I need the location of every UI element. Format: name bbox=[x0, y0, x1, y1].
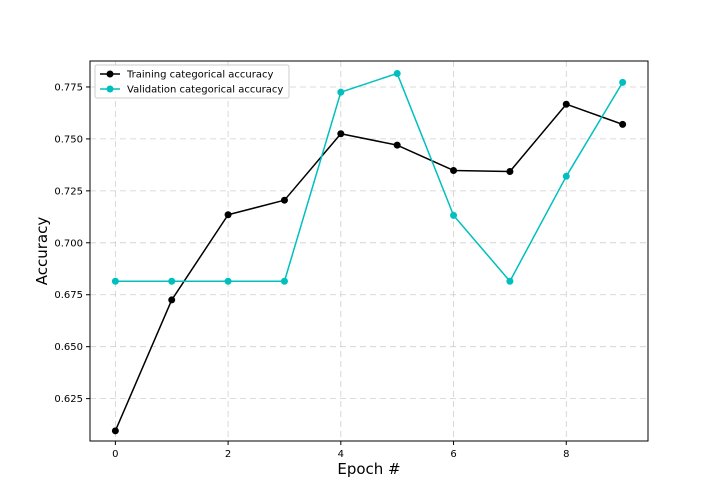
data-point bbox=[562, 172, 570, 180]
y-tick-label: 0.700 bbox=[54, 238, 83, 249]
series-training bbox=[111, 100, 627, 435]
data-point bbox=[224, 277, 232, 285]
x-tick-label: 2 bbox=[225, 449, 231, 460]
data-point bbox=[562, 100, 570, 108]
data-point bbox=[337, 130, 345, 138]
legend-marker bbox=[106, 70, 114, 78]
y-axis-label: Accuracy bbox=[33, 217, 51, 286]
series-validation bbox=[111, 69, 627, 285]
data-point bbox=[393, 69, 401, 77]
data-point bbox=[506, 168, 514, 176]
data-point bbox=[280, 277, 288, 285]
legend-label: Training categorical accuracy bbox=[126, 70, 273, 81]
data-point bbox=[450, 166, 458, 174]
y-tick-label: 0.775 bbox=[54, 82, 83, 93]
y-tick-label: 0.650 bbox=[54, 342, 83, 353]
data-point bbox=[337, 88, 345, 96]
y-tick-label: 0.725 bbox=[54, 186, 83, 197]
series-layer bbox=[111, 69, 627, 435]
legend-box bbox=[94, 64, 290, 99]
data-point bbox=[619, 78, 627, 86]
x-tick-label: 0 bbox=[112, 449, 118, 460]
legend: Training categorical accuracy Validation … bbox=[94, 64, 290, 99]
legend-entry: Validation categorical accuracy bbox=[100, 85, 283, 96]
y-tick-label: 0.750 bbox=[54, 134, 83, 145]
x-tick-label: 8 bbox=[563, 449, 569, 460]
plot-frame bbox=[89, 60, 649, 442]
legend-entry: Training categorical accuracy bbox=[100, 70, 273, 81]
x-axis-label: Epoch # bbox=[337, 460, 400, 478]
data-point bbox=[111, 427, 119, 435]
legend-label: Validation categorical accuracy bbox=[127, 85, 283, 96]
legend-marker bbox=[106, 85, 114, 93]
data-point bbox=[168, 277, 176, 285]
gridlines bbox=[90, 61, 648, 441]
x-tick-label: 6 bbox=[450, 449, 456, 460]
ticks: 0 2 4 6 8 0.625 0.650 0.675 0.700 0.725 0.750 0.775 bbox=[54, 82, 569, 460]
data-point bbox=[224, 211, 232, 219]
y-tick-label: 0.675 bbox=[54, 290, 83, 301]
data-point bbox=[111, 277, 119, 285]
y-tick-label: 0.625 bbox=[54, 394, 83, 405]
series-line bbox=[114, 103, 623, 432]
data-point bbox=[506, 277, 514, 285]
data-point bbox=[450, 211, 458, 219]
data-point bbox=[168, 296, 176, 304]
series-line bbox=[115, 72, 624, 282]
data-point bbox=[619, 120, 627, 128]
data-point bbox=[393, 141, 401, 149]
data-point bbox=[280, 196, 288, 204]
x-tick-label: 4 bbox=[338, 449, 344, 460]
